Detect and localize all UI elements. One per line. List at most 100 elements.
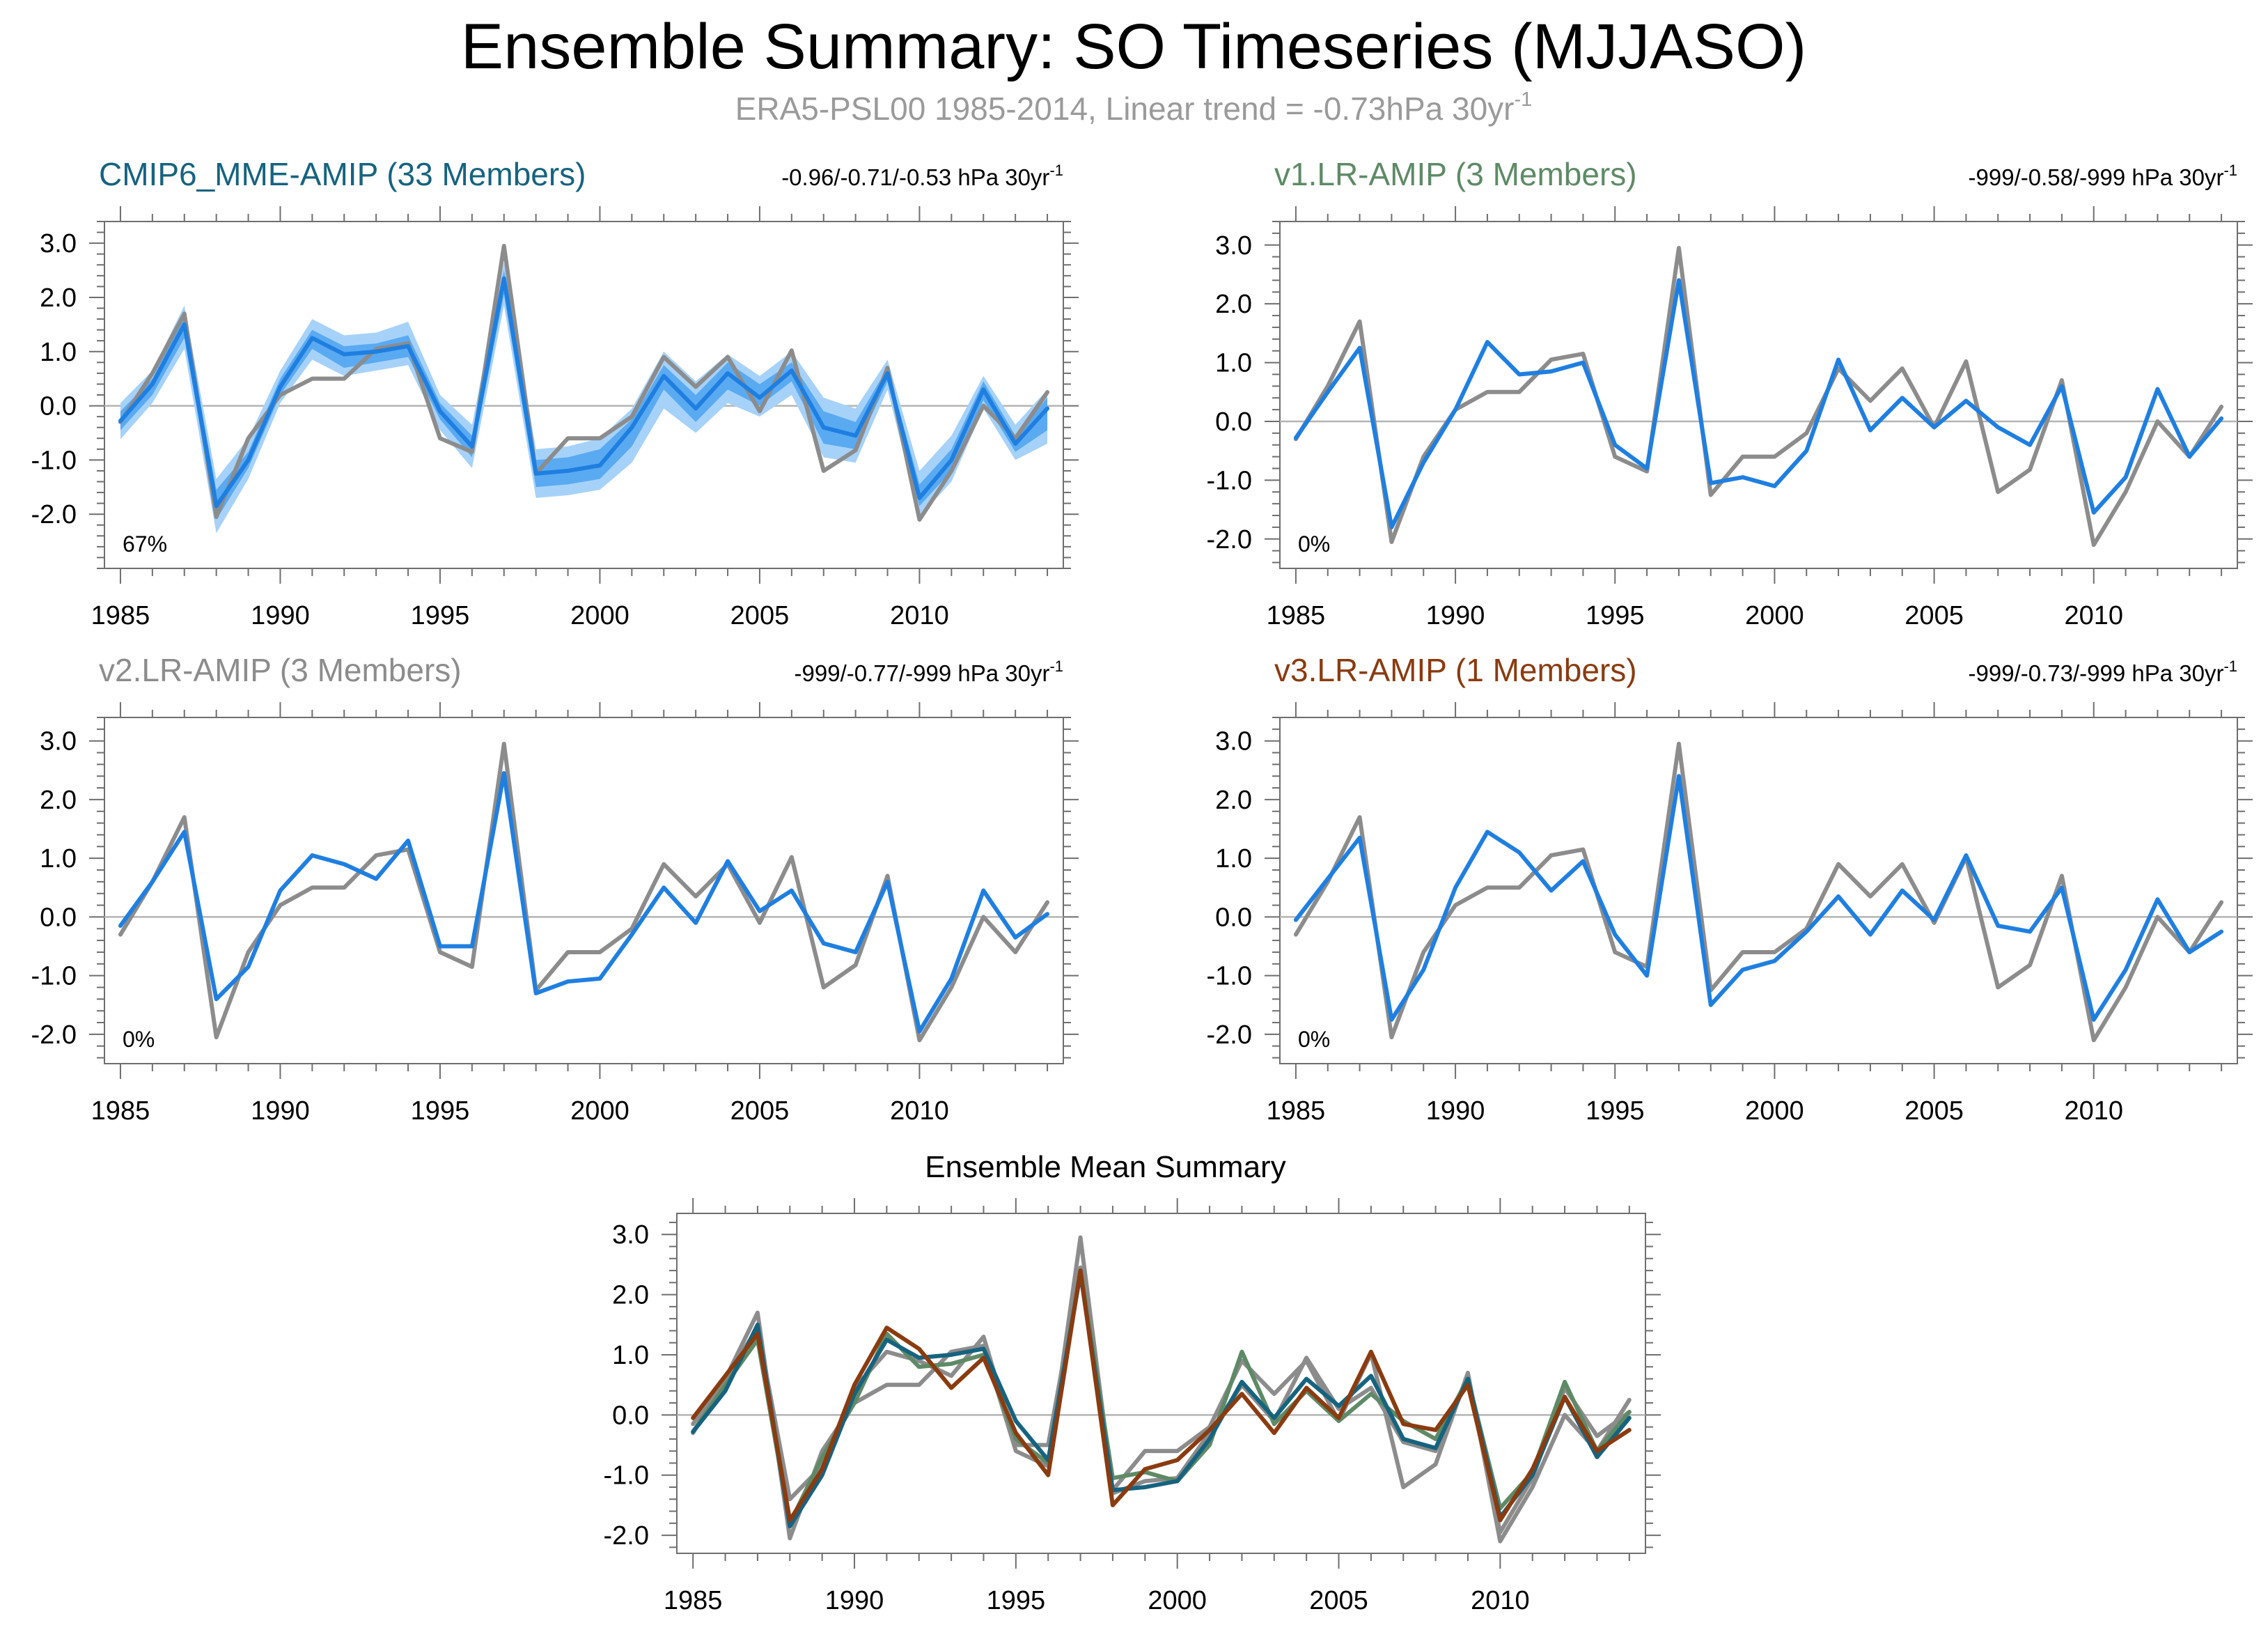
percent-label: 0%	[1298, 531, 1330, 557]
trend-sup: -1	[2223, 162, 2237, 179]
x-tick-label: 1990	[825, 1586, 884, 1615]
panel-v3: 1985 1990 1995 2000 2005 2010 -2.0 -1.0 0.0 1.0 2.…	[1207, 652, 2253, 1126]
y-tick-label: -2.0	[1207, 1020, 1252, 1050]
subtitle-sup: -1	[1515, 88, 1533, 111]
y-tick-label: 0.0	[1215, 407, 1252, 437]
series-line-era5-psl00	[691, 1235, 1632, 1544]
x-tick-label: 1990	[1426, 601, 1485, 630]
x-tick-label: 2000	[570, 601, 629, 630]
series-line-era5-psl00	[1293, 741, 2224, 1043]
x-tick-label: 2010	[890, 1096, 949, 1126]
y-tick-label: 1.0	[40, 844, 77, 873]
y-tick-label: 0.0	[40, 392, 77, 421]
series-line-era5-psl00	[118, 741, 1050, 1043]
x-tick-label: 1985	[91, 1096, 150, 1126]
series-line-v3-lr-amip	[1293, 774, 2224, 1022]
y-tick-label: -2.0	[604, 1521, 649, 1551]
y-tick-label: 2.0	[1215, 290, 1252, 319]
percent-label: 0%	[123, 1027, 155, 1052]
y-tick-label: 2.0	[40, 283, 77, 313]
y-tick-label: 0.0	[1215, 903, 1252, 932]
y-tick-label: -2.0	[31, 1020, 77, 1050]
trend-sup: -1	[1049, 658, 1063, 675]
spread-band-outer	[120, 262, 1048, 534]
y-tick-label: -1.0	[31, 446, 77, 475]
panel-v2: 1985 1990 1995 2000 2005 2010 -2.0 -1.0 0.0 1.0 2.…	[31, 652, 1079, 1126]
percent-label: 0%	[1298, 1027, 1330, 1052]
x-tick-label: 2005	[730, 601, 790, 630]
y-tick-label: 3.0	[1215, 727, 1252, 756]
y-tick-label: 2.0	[1215, 786, 1252, 815]
plot-frame	[1279, 717, 2238, 1064]
y-tick-label: 3.0	[1215, 231, 1252, 261]
panels: 1985 1990 1995 2000 2005 2010 -2.0 -1.0 0.0 1.0 2.…	[31, 156, 2253, 1615]
x-tick-label: 1990	[251, 1096, 310, 1126]
trend-text: -0.96/-0.71/-0.53 hPa 30yr	[781, 164, 1049, 190]
y-tick-label: 0.0	[40, 903, 77, 932]
panel-title: v2.LR-AMIP (3 Members)	[99, 652, 462, 688]
x-tick-label: 2010	[2064, 601, 2123, 630]
y-tick-label: 1.0	[1215, 349, 1252, 378]
trend-sup: -1	[1049, 162, 1063, 179]
y-tick-label: -1.0	[1207, 466, 1252, 495]
y-tick-label: 3.0	[40, 727, 77, 756]
trend-text: -999/-0.77/-999 hPa 30yr	[795, 660, 1050, 686]
panel-cmip6: 1985 1990 1995 2000 2005 2010 -2.0 -1.0 0.0 1.0 2.…	[31, 156, 1079, 630]
x-tick-label: 1995	[1586, 1096, 1645, 1126]
y-tick-label: -1.0	[31, 962, 77, 991]
trend-sup: -1	[2223, 658, 2237, 675]
series-line-v3-lr-amip	[691, 1268, 1632, 1523]
panel-mean: 1985 1990 1995 2000 2005 2010 -2.0 -1.0 0.0 1.0 2.…	[604, 1150, 1661, 1615]
series-line-v1-lr-amip	[1293, 278, 2224, 529]
x-tick-label: 1995	[987, 1586, 1046, 1615]
percent-label: 67%	[123, 531, 167, 557]
x-tick-label: 2010	[890, 601, 949, 630]
series-line-era5-psl00	[1293, 245, 2224, 547]
y-tick-label: 2.0	[40, 786, 77, 815]
panel-title: Ensemble Mean Summary	[925, 1150, 1285, 1184]
x-tick-label: 1995	[411, 601, 470, 630]
figure-title: Ensemble Summary: SO Timeseries (MJJASO)	[461, 11, 1806, 82]
panel-title: CMIP6_MME-AMIP (33 Members)	[99, 156, 586, 192]
y-tick-label: 3.0	[40, 229, 77, 258]
x-tick-label: 2000	[1745, 601, 1804, 630]
trend-label: -999/-0.77/-999 hPa 30yr-1	[795, 658, 1063, 686]
plot-frame	[1279, 221, 2238, 569]
plot-frame	[676, 1213, 1646, 1554]
x-tick-label: 2005	[1905, 601, 1964, 630]
x-tick-label: 2000	[570, 1096, 629, 1126]
y-tick-label: -1.0	[1207, 962, 1252, 991]
x-tick-label: 1995	[1586, 601, 1645, 630]
x-tick-label: 1985	[1267, 1096, 1326, 1126]
y-tick-label: -2.0	[1207, 525, 1252, 554]
x-tick-label: 1985	[1267, 601, 1326, 630]
panel-title: v3.LR-AMIP (1 Members)	[1274, 652, 1637, 688]
x-tick-label: 2005	[1309, 1586, 1368, 1615]
x-tick-label: 1995	[411, 1096, 470, 1126]
x-tick-label: 2010	[1471, 1586, 1530, 1615]
x-tick-label: 2005	[1905, 1096, 1964, 1126]
x-tick-label: 2000	[1148, 1586, 1207, 1615]
plot-frame	[104, 717, 1064, 1064]
y-tick-label: 1.0	[1215, 844, 1252, 873]
trend-label: -999/-0.58/-999 hPa 30yr-1	[1969, 162, 2237, 190]
x-tick-label: 2000	[1745, 1096, 1804, 1126]
x-tick-label: 1990	[1426, 1096, 1485, 1126]
x-tick-label: 2005	[730, 1096, 790, 1126]
figure-subtitle: ERA5-PSL00 1985-2014, Linear trend = -0.…	[735, 88, 1533, 127]
x-tick-label: 1990	[251, 601, 310, 630]
x-tick-label: 2010	[2064, 1096, 2123, 1126]
panel-title: v1.LR-AMIP (3 Members)	[1274, 156, 1637, 192]
series-line-cmip6-mme-amip	[118, 276, 1050, 508]
trend-text: -999/-0.58/-999 hPa 30yr	[1969, 164, 2224, 190]
y-tick-label: 1.0	[40, 338, 77, 367]
trend-text: -999/-0.73/-999 hPa 30yr	[1969, 660, 2224, 686]
subtitle-text: ERA5-PSL00 1985-2014, Linear trend = -0.…	[735, 91, 1515, 127]
x-tick-label: 1985	[664, 1586, 723, 1615]
y-tick-label: 0.0	[612, 1401, 649, 1430]
panel-v1: 1985 1990 1995 2000 2005 2010 -2.0 -1.0 0.0 1.0 2.…	[1207, 156, 2253, 630]
y-tick-label: 1.0	[612, 1341, 649, 1370]
trend-label: -0.96/-0.71/-0.53 hPa 30yr-1	[781, 162, 1063, 190]
y-tick-label: 3.0	[612, 1220, 649, 1250]
